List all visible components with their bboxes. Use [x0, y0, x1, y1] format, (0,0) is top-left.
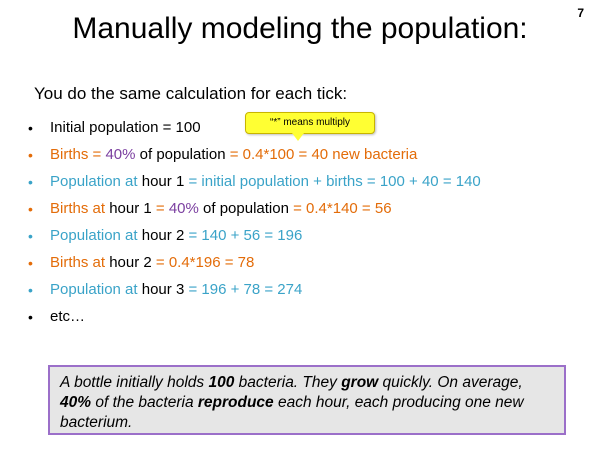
bullet-text-segment: = 0.4*140 = 56: [293, 200, 392, 217]
bullet-text-segment: of population: [198, 200, 294, 217]
bullet-item: • Population at hour 2 = 140 + 56 = 196: [26, 226, 481, 253]
bullet-dot-icon: •: [28, 174, 33, 190]
bullet-list: • Initial population = 100 • Births = 40% o…: [26, 118, 481, 334]
bullet-text-segment: Births at: [50, 254, 110, 271]
bullet-text-segment: = 196 + 78 = 274: [184, 281, 303, 298]
bullet-text-segment: Births =: [50, 146, 106, 163]
bullet-dot-icon: •: [28, 147, 33, 163]
bullet-text-segment: hour 1: [141, 173, 185, 190]
bullet-dot-icon: •: [28, 255, 33, 271]
callout-tail: [292, 133, 304, 141]
intro-text: You do the same calculation for each tic…: [34, 84, 348, 103]
bullet-dot-icon: •: [28, 309, 33, 325]
problem-bold-text: grow: [341, 374, 379, 391]
problem-bold-text: reproduce: [197, 394, 274, 411]
problem-text: A bottle initially holds: [60, 374, 209, 391]
bullet-text-segment: Population at: [50, 227, 142, 244]
bullet-text-segment: = 140 + 56 = 196: [184, 227, 303, 244]
bullet-item: • Births = 40% of population = 0.4*100 = …: [26, 145, 481, 172]
bullet-text-segment: = initial population + births = 100 + 40…: [184, 173, 481, 190]
bullet-text-segment: Births at: [50, 200, 110, 217]
bullet-text-segment: 40%: [168, 200, 199, 217]
bullet-text-segment: Population at: [50, 173, 142, 190]
slide-title: Manually modeling the population:: [72, 12, 528, 45]
bullet-item: • Births at hour 2 = 0.4*196 = 78: [26, 253, 481, 280]
problem-text: quickly. On average,: [378, 374, 523, 391]
problem-bold-text: 40%: [60, 394, 92, 411]
bullet-text-segment: of population: [135, 146, 230, 163]
problem-bold-text: 100: [208, 374, 235, 391]
problem-text: bacteria. They: [234, 374, 342, 391]
problem-statement-box: A bottle initially holds 100 bacteria. T…: [48, 365, 566, 435]
bullet-text-segment: hour 3: [141, 281, 185, 298]
bullet-text-segment: = 0.4*100 = 40 new bacteria: [229, 146, 418, 163]
bullet-dot-icon: •: [28, 120, 33, 136]
bullet-item: • etc…: [26, 307, 481, 334]
bullet-item: • Initial population = 100: [26, 118, 481, 145]
bullet-text-segment: = 0.4*196 = 78: [151, 254, 255, 271]
bullet-text-segment: hour 2: [141, 227, 185, 244]
bullet-item: • Births at hour 1 = 40% of population = …: [26, 199, 481, 226]
bullet-dot-icon: •: [28, 228, 33, 244]
bullet-item: • Population at hour 3 = 196 + 78 = 274: [26, 280, 481, 307]
problem-text: of the bacteria: [91, 394, 198, 411]
bullet-text-segment: hour 1: [109, 200, 152, 217]
bullet-text-segment: Initial population = 100: [50, 119, 201, 136]
bullet-text-segment: 40%: [105, 146, 136, 163]
bullet-text-segment: Population at: [50, 281, 142, 298]
problem-text: each hour, each producing one new bacter…: [60, 394, 524, 431]
bullet-text-segment: =: [151, 200, 169, 217]
bullet-item: • Population at hour 1 = initial populati…: [26, 172, 481, 199]
bullet-text-segment: etc…: [50, 308, 86, 325]
multiply-callout: “*” means multiply: [245, 112, 375, 134]
bullet-dot-icon: •: [28, 201, 33, 217]
bullet-dot-icon: •: [28, 282, 33, 298]
slide-number: 7: [577, 6, 584, 20]
bullet-text-segment: hour 2: [109, 254, 152, 271]
